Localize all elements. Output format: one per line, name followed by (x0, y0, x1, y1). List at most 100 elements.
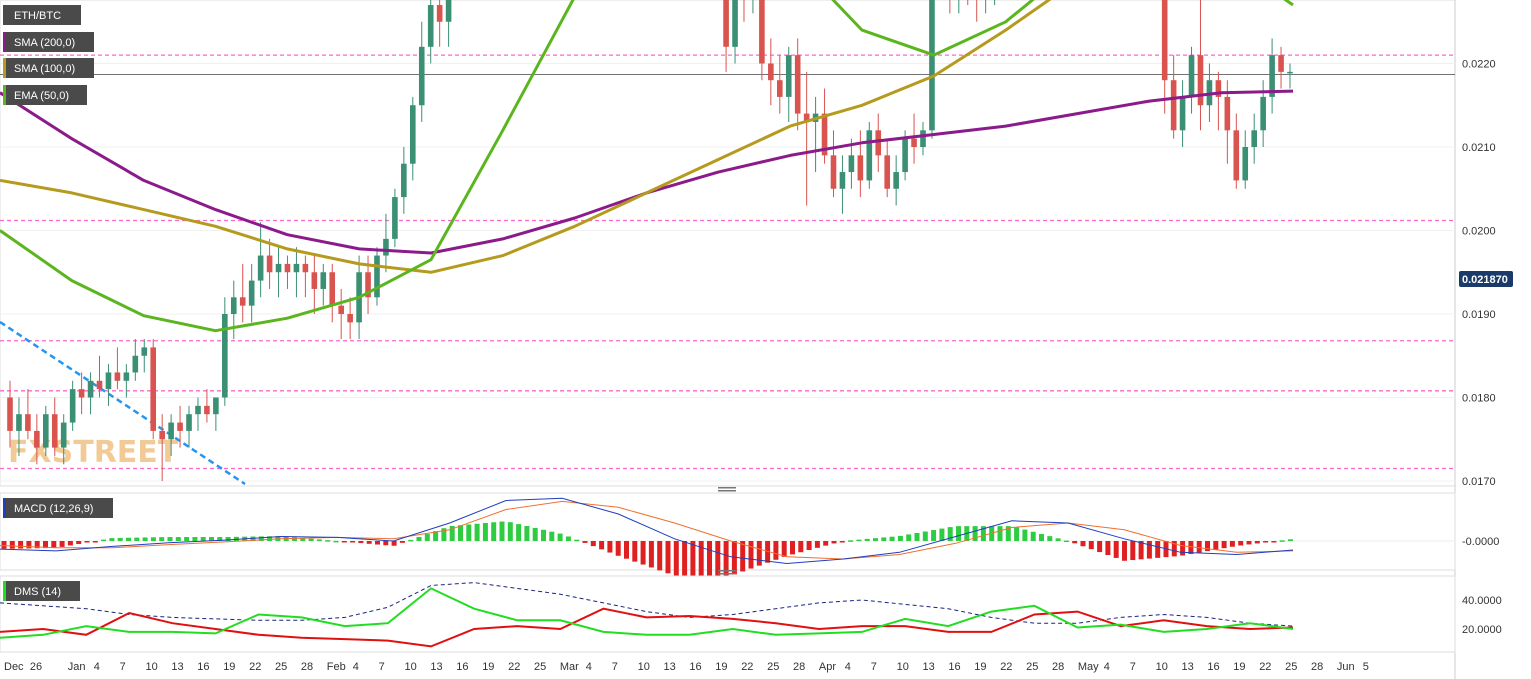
macd-histogram-bar (1005, 526, 1011, 541)
candle (1215, 71, 1222, 131)
macd-histogram-bar (391, 541, 397, 546)
di-minus-line (0, 607, 1294, 648)
macd-histogram-bar (1088, 541, 1094, 550)
macd-histogram-bar (740, 541, 746, 572)
candle (248, 263, 255, 323)
macd-histogram-bar (715, 541, 721, 576)
candle (105, 364, 112, 406)
macd-histogram-bar (18, 541, 24, 549)
macd-histogram-bar (599, 541, 605, 550)
candle-body (177, 422, 183, 431)
candle (1278, 46, 1284, 89)
candle-body (768, 63, 774, 81)
macd-histogram-bar (433, 531, 439, 541)
macd-histogram-bar (67, 541, 73, 546)
candle-body (1215, 80, 1222, 97)
candle-body (69, 389, 76, 423)
candle-body (436, 5, 443, 22)
macd-histogram-bar (648, 541, 654, 568)
time-tick-label: 22 (1000, 661, 1012, 673)
macd-histogram-bar (1196, 541, 1202, 553)
candle (329, 263, 336, 323)
macd-histogram-bar (383, 541, 389, 546)
price-tick-label: 0.0180 (1462, 393, 1496, 405)
macd-histogram-bar (798, 541, 804, 553)
pair-tag: ETH/BTC (3, 5, 81, 25)
macd-histogram-bar (458, 525, 463, 541)
candle (392, 188, 398, 248)
candle (1269, 38, 1275, 114)
macd-histogram-bar (184, 537, 190, 541)
macd-histogram-bar (316, 539, 322, 541)
sma100-line (0, 0, 1052, 274)
time-tick-label: Jan (68, 661, 86, 673)
candle (1179, 80, 1186, 147)
candle-body (830, 155, 837, 189)
time-tick-label: 25 (275, 661, 287, 673)
candle (177, 405, 183, 448)
macd-histogram-bar (906, 534, 912, 541)
candle-body (1242, 147, 1249, 181)
time-tick-label: 4 (353, 661, 359, 673)
macd-histogram-bar (532, 527, 538, 541)
candle-body (222, 314, 228, 398)
macd-histogram-bar (939, 528, 945, 541)
macd-histogram-bar (117, 537, 123, 541)
time-tick-label: 26 (30, 661, 42, 673)
candle (1251, 113, 1257, 164)
candle-body (732, 0, 738, 47)
candle-body (857, 155, 864, 181)
time-tick-label: 16 (197, 661, 209, 673)
macd-histogram-bar (34, 541, 40, 549)
candle-body (759, 0, 765, 64)
candle (230, 280, 237, 340)
macd-label: MACD (12,26,9) (14, 503, 93, 515)
candle-body (96, 380, 103, 390)
macd-histogram-bar (632, 541, 638, 562)
candle (445, 0, 452, 47)
time-tick-label: 28 (1311, 661, 1323, 673)
candle (159, 414, 165, 481)
time-tick-label: 19 (223, 661, 235, 673)
price-panel: 0.01700.01800.01900.02000.02100.02200.02… (0, 0, 1496, 679)
candle-body (723, 0, 729, 47)
sma100-label: SMA (100,0) (14, 63, 75, 75)
candle-body (920, 130, 926, 147)
candle (239, 263, 246, 323)
macd-histogram-bar (839, 541, 845, 543)
macd-histogram-bar (134, 537, 140, 541)
candle (985, 0, 987, 14)
candle-body (409, 105, 416, 164)
candle-body (105, 372, 112, 390)
candle-body (284, 263, 291, 273)
macd-histogram-bar (43, 541, 48, 549)
time-tick-label: Mar (560, 661, 579, 673)
dms-tick-label: 20.0000 (1462, 624, 1502, 636)
macd-histogram-bar (200, 537, 206, 541)
macd-histogram-bar (358, 541, 364, 544)
macd-histogram-bar (350, 541, 356, 543)
candle-body (893, 172, 899, 189)
macd-histogram-bar (723, 541, 729, 576)
candle-body (866, 130, 873, 181)
macd-histogram-bar (823, 541, 829, 546)
pair-label: ETH/BTC (14, 10, 61, 22)
macd-histogram-bar (640, 541, 646, 565)
panel-resize-handles[interactable] (718, 487, 736, 575)
time-tick-label: 22 (508, 661, 520, 673)
candle-body (365, 272, 371, 298)
candle (141, 339, 148, 373)
macd-signal-line (0, 500, 1294, 560)
macd-histogram-bar (1063, 540, 1069, 543)
macd-histogram-bar (997, 526, 1003, 541)
candle-body (248, 280, 255, 306)
candle-body (1251, 130, 1257, 147)
time-tick-label: 4 (94, 661, 100, 673)
macd-histogram-bar (756, 541, 762, 566)
candle (374, 247, 380, 306)
time-tick-label: 13 (430, 661, 442, 673)
macd-histogram-bar (1097, 541, 1103, 553)
candle (839, 155, 846, 214)
candle (320, 263, 327, 306)
time-tick-label: 22 (1259, 661, 1271, 673)
